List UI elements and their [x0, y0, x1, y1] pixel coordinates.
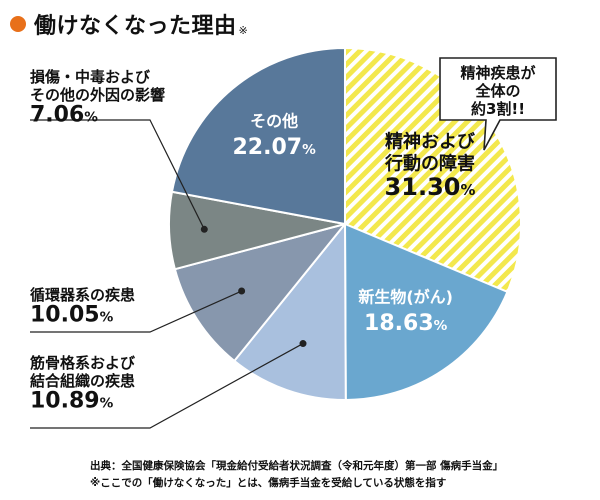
- callout-box: [439, 57, 557, 151]
- slice-injury-leader-line: [30, 119, 205, 230]
- slice-cancer-unit: %: [434, 318, 448, 334]
- slice-other-value: 22.07: [233, 135, 303, 160]
- slice-circulatory-unit: %: [100, 309, 114, 325]
- callout-line: 精神疾患が: [460, 64, 536, 82]
- slice-musculoskeletal-name-line: 結合組織の疾患: [30, 372, 135, 390]
- slice-injury-name-line: その他の外因の影響: [30, 86, 165, 104]
- slice-other-unit: %: [302, 142, 316, 158]
- slice-circulatory-leader-dot: [238, 287, 246, 295]
- callout-line: 全体の: [474, 82, 520, 100]
- slice-circulatory-label: 循環器系の疾患 10.05%: [30, 286, 135, 327]
- slice-mental-label: 精神および行動の障害 31.30%: [384, 130, 476, 201]
- slice-circulatory-leader-line: [30, 290, 242, 333]
- slice-other-name-line: その他: [250, 112, 298, 131]
- slice-musculoskeletal-unit: %: [100, 395, 114, 411]
- slice-musculoskeletal-leader-dot: [299, 340, 307, 348]
- bullet-dot-icon: [10, 16, 26, 32]
- slice-mental-name-line: 行動の障害: [384, 152, 475, 174]
- slice-mental-unit: %: [460, 181, 475, 199]
- slice-musculoskeletal-leader-line: [30, 343, 304, 429]
- footnote: 出典：全国健康保険協会「現金給付受給者状況調査（令和元年度）第一部 傷病手当金」…: [90, 458, 503, 492]
- slice-injury-unit: %: [84, 109, 98, 125]
- footnote-note: ※ここでの「働けなくなった」とは、傷病手当金を受給している状態を指す: [90, 477, 447, 489]
- footnote-source: 出典：全国健康保険協会「現金給付受給者状況調査（令和元年度）第一部 傷病手当金」: [90, 460, 504, 472]
- slice-musculoskeletal: [232, 221, 347, 401]
- slice-musculoskeletal-name-line: 筋骨格系および: [29, 354, 135, 372]
- title-row: 働けなくなった理由 ※: [10, 8, 248, 40]
- slice-circulatory-name-line: 循環器系の疾患: [30, 286, 135, 304]
- slice-mental-name-line: 精神および: [385, 130, 476, 152]
- slice-other: [170, 46, 346, 226]
- slice-other-label: その他 22.07%: [233, 112, 317, 160]
- slice-cancer: [343, 222, 509, 402]
- slice-musculoskeletal-label: 筋骨格系および結合組織の疾患 10.89%: [29, 354, 135, 413]
- callout-line: 約3割!!: [471, 100, 525, 118]
- slice-mental-value: 31.30: [385, 173, 461, 201]
- title-note-mark: ※: [238, 23, 248, 37]
- slice-circulatory-value: 10.05: [30, 302, 100, 327]
- slice-injury-leader-dot: [200, 225, 208, 233]
- slice-musculoskeletal-value: 10.89: [30, 388, 100, 413]
- slice-cancer-label: 新生物(がん) 18.63%: [358, 288, 453, 336]
- chart-title: 働けなくなった理由: [34, 14, 237, 39]
- slice-injury-name-line: 損傷・中毒および: [30, 68, 150, 86]
- slice-cancer-name-line: 新生物(がん): [358, 288, 453, 307]
- slice-injury-value: 7.06: [30, 102, 84, 127]
- slice-injury-label: 損傷・中毒およびその他の外因の影響 7.06%: [30, 68, 165, 127]
- slice-cancer-value: 18.63: [364, 311, 434, 336]
